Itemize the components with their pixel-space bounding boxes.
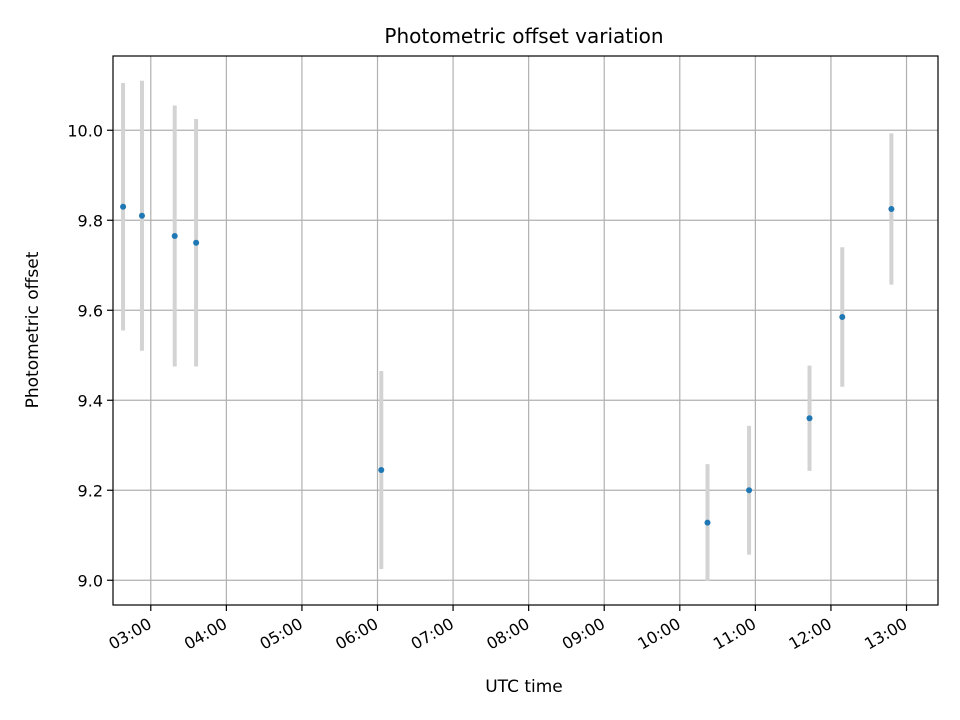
plot-frame [112,55,939,606]
grid [113,56,938,605]
data-point [806,415,813,422]
chart-title: Photometric offset variation [384,24,663,48]
data-point [888,206,895,212]
y-axis-label: Photometric offset [23,251,43,408]
points [120,203,895,526]
y-tick-label: 9.2 [78,481,103,500]
y-tick-label: 9.0 [78,571,103,590]
data-point [746,487,753,494]
y-axis-ticks: 9.0 9.2 9.4 9.6 9.8 10.0 [67,121,113,590]
y-tick-label: 10.0 [67,121,103,140]
data-point [378,467,385,473]
data-point [171,233,178,239]
y-tick-label: 9.6 [78,301,103,320]
data-point [839,314,846,320]
x-axis-label: UTC time [485,677,563,697]
y-tick-label: 9.4 [78,391,103,410]
data-point [120,203,127,210]
y-tick-label: 9.8 [78,211,103,230]
data-point [704,519,711,526]
data-point [138,212,145,219]
data-point [193,239,200,246]
